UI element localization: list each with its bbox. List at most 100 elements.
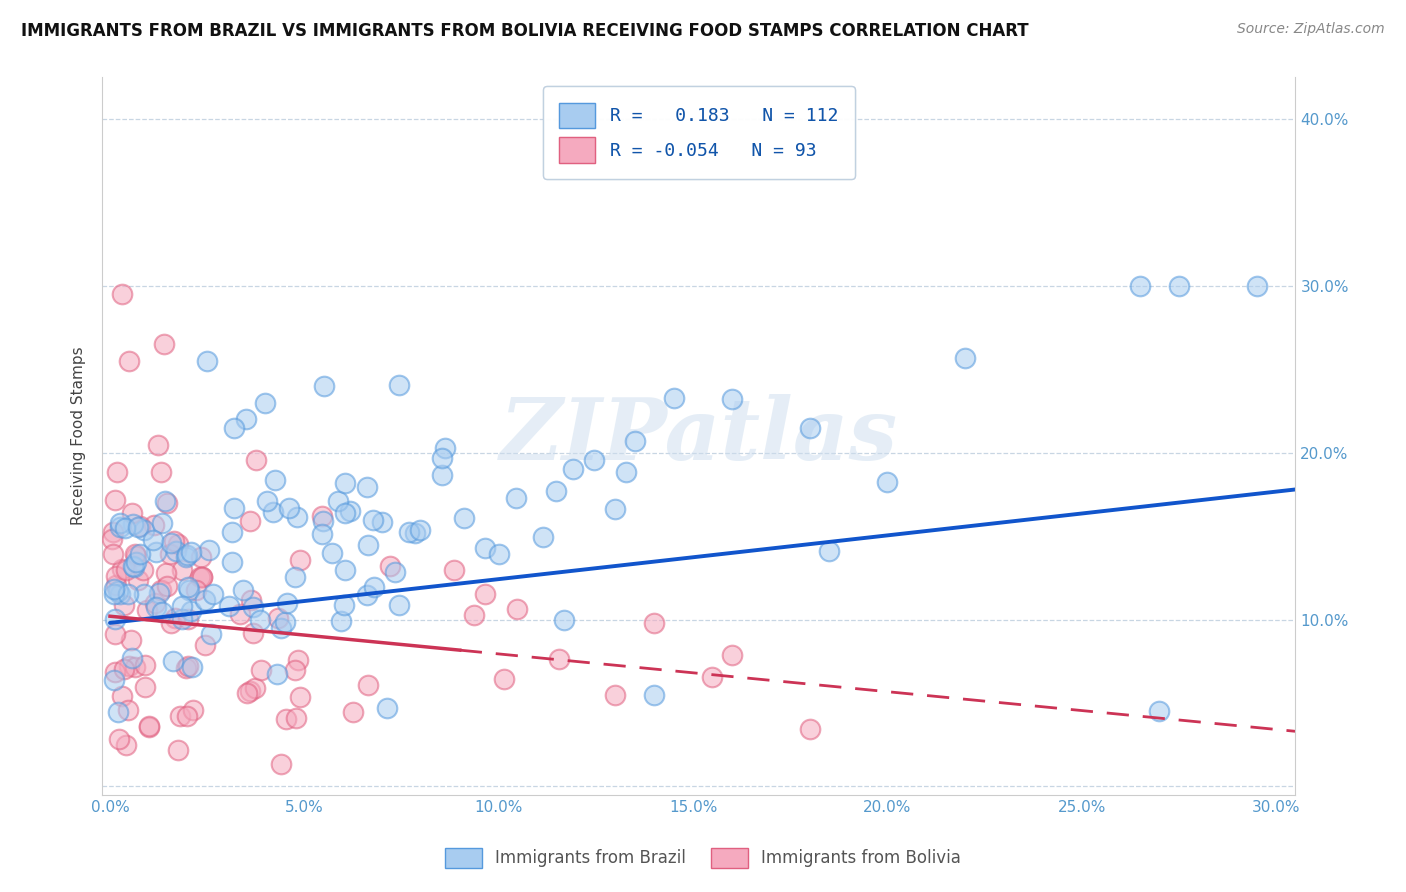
Point [124, 547, 146, 561]
Point [799, 421, 821, 435]
Point [153, 494, 176, 508]
Point [239, 593, 262, 607]
Point [122, 558, 145, 573]
Point [121, 651, 143, 665]
Point [432, 468, 454, 483]
Point [104, 612, 127, 626]
Point [105, 568, 128, 582]
Point [177, 583, 200, 598]
Point [172, 599, 194, 613]
Point [218, 599, 240, 613]
Point [235, 412, 257, 426]
Point [721, 392, 744, 407]
Point [311, 527, 333, 541]
Point [107, 705, 129, 719]
Point [114, 521, 136, 535]
Point [105, 465, 128, 479]
Point [103, 673, 125, 687]
Point [108, 516, 131, 531]
Point [118, 354, 141, 368]
Point [453, 511, 475, 525]
Point [333, 598, 356, 612]
Point [256, 494, 278, 508]
Point [150, 516, 173, 530]
Point [108, 587, 131, 601]
Point [605, 688, 627, 702]
Point [145, 600, 167, 615]
Point [1129, 279, 1152, 293]
Point [262, 505, 284, 519]
Point [172, 612, 194, 626]
Text: ZIPatlas: ZIPatlas [499, 394, 898, 478]
Legend: Immigrants from Brazil, Immigrants from Bolivia: Immigrants from Brazil, Immigrants from … [439, 841, 967, 875]
Point [380, 558, 402, 573]
Legend: R =   0.183   N = 112, R = -0.054   N = 93: R = 0.183 N = 112, R = -0.054 N = 93 [543, 87, 855, 179]
Point [124, 549, 146, 563]
Point [194, 592, 217, 607]
Point [190, 570, 212, 584]
Point [333, 475, 356, 490]
Point [118, 659, 141, 673]
Point [290, 552, 312, 566]
Point [404, 526, 426, 541]
Point [145, 545, 167, 559]
Point [276, 596, 298, 610]
Point [662, 392, 685, 406]
Point [104, 626, 127, 640]
Point [180, 545, 202, 559]
Point [153, 337, 176, 351]
Point [605, 502, 627, 516]
Point [643, 615, 665, 630]
Point [339, 503, 361, 517]
Point [876, 475, 898, 489]
Point [242, 626, 264, 640]
Point [270, 621, 292, 635]
Point [142, 533, 165, 548]
Point [242, 600, 264, 615]
Text: IMMIGRANTS FROM BRAZIL VS IMMIGRANTS FROM BOLIVIA RECEIVING FOOD STAMPS CORRELAT: IMMIGRANTS FROM BRAZIL VS IMMIGRANTS FRO… [21, 22, 1029, 40]
Point [288, 690, 311, 704]
Point [156, 579, 179, 593]
Point [170, 563, 193, 577]
Point [111, 287, 134, 301]
Point [229, 607, 252, 621]
Point [112, 662, 135, 676]
Point [104, 578, 127, 592]
Point [321, 546, 343, 560]
Point [239, 684, 262, 698]
Point [103, 587, 125, 601]
Point [176, 709, 198, 723]
Point [156, 496, 179, 510]
Point [614, 465, 637, 479]
Point [117, 587, 139, 601]
Point [127, 520, 149, 534]
Point [432, 451, 454, 466]
Point [582, 453, 605, 467]
Point [122, 517, 145, 532]
Point [162, 654, 184, 668]
Point [335, 563, 357, 577]
Point [124, 559, 146, 574]
Point [101, 525, 124, 540]
Point [284, 570, 307, 584]
Point [129, 518, 152, 533]
Point [177, 580, 200, 594]
Point [284, 663, 307, 677]
Point [200, 627, 222, 641]
Point [266, 666, 288, 681]
Point [124, 659, 146, 673]
Point [117, 703, 139, 717]
Point [333, 506, 356, 520]
Point [474, 587, 496, 601]
Point [488, 547, 510, 561]
Point [125, 555, 148, 569]
Point [326, 493, 349, 508]
Point [181, 702, 204, 716]
Point [561, 462, 583, 476]
Point [201, 587, 224, 601]
Point [463, 608, 485, 623]
Point [409, 523, 432, 537]
Point [176, 548, 198, 562]
Point [276, 712, 298, 726]
Point [104, 665, 127, 680]
